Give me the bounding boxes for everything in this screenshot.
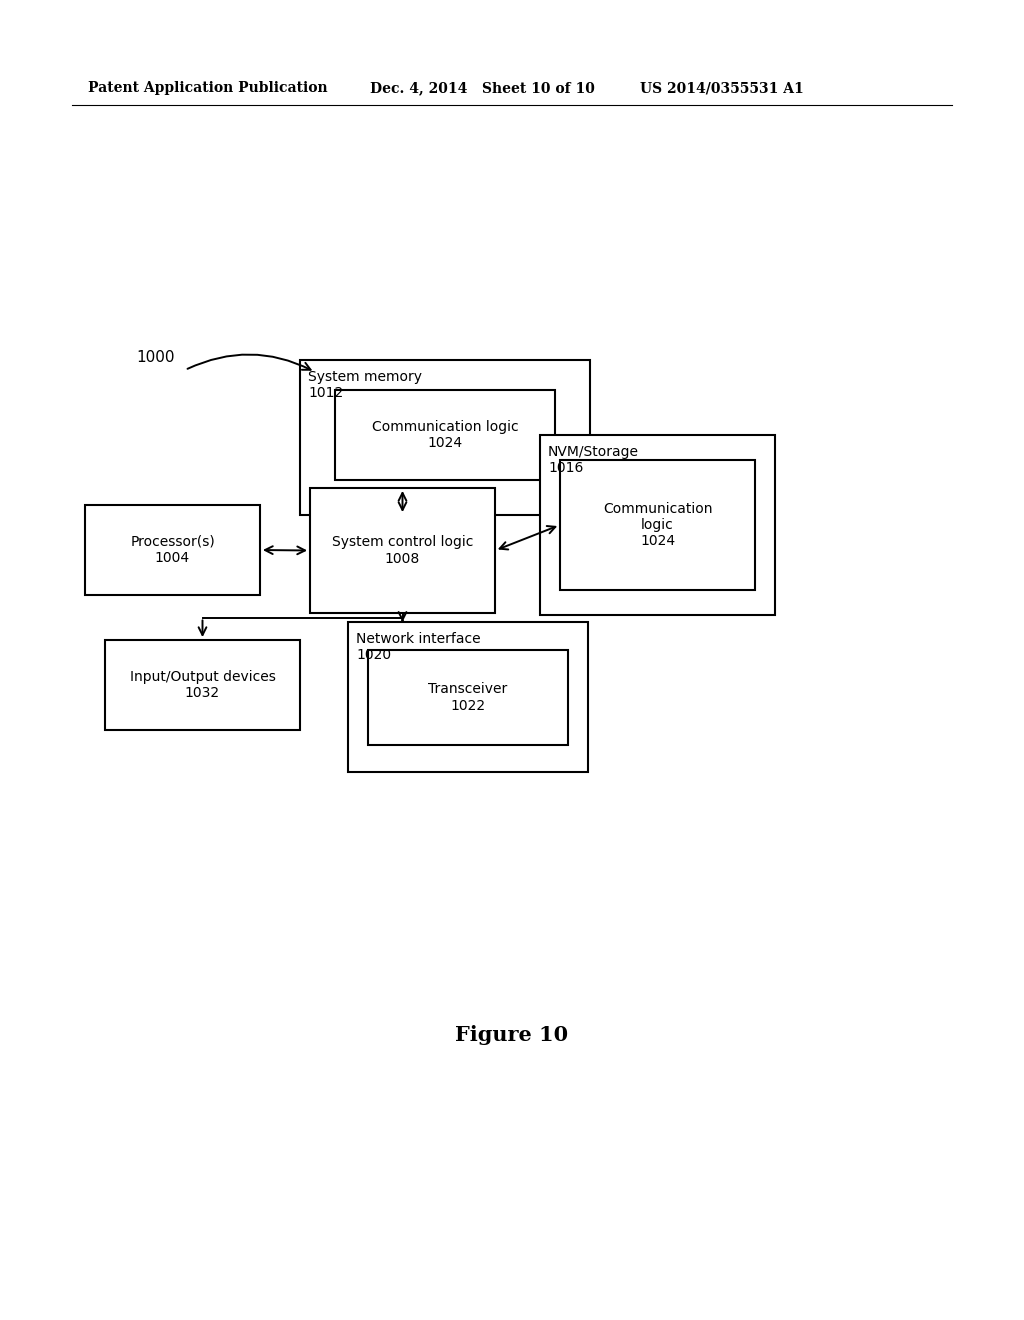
Bar: [540, 436, 775, 615]
Bar: [300, 360, 590, 515]
Text: NVM/Storage
1016: NVM/Storage 1016: [548, 445, 639, 475]
Bar: [368, 649, 568, 744]
Text: US 2014/0355531 A1: US 2014/0355531 A1: [640, 81, 804, 95]
Bar: [560, 459, 755, 590]
Text: Dec. 4, 2014   Sheet 10 of 10: Dec. 4, 2014 Sheet 10 of 10: [370, 81, 595, 95]
Text: 1000: 1000: [136, 351, 175, 366]
Text: System memory
1012: System memory 1012: [308, 370, 422, 400]
Text: Communication logic
1024: Communication logic 1024: [372, 420, 518, 450]
Text: Network interface
1020: Network interface 1020: [356, 632, 480, 663]
Bar: [105, 640, 300, 730]
Bar: [85, 506, 260, 595]
Text: Processor(s)
1004: Processor(s) 1004: [130, 535, 215, 565]
Text: Communication
logic
1024: Communication logic 1024: [603, 502, 713, 548]
Text: System control logic
1008: System control logic 1008: [332, 536, 473, 565]
Text: Patent Application Publication: Patent Application Publication: [88, 81, 328, 95]
Text: Input/Output devices
1032: Input/Output devices 1032: [130, 671, 275, 700]
Bar: [310, 488, 495, 612]
Text: Figure 10: Figure 10: [456, 1026, 568, 1045]
Bar: [348, 622, 588, 772]
Bar: [335, 389, 555, 480]
Text: Transceiver
1022: Transceiver 1022: [428, 682, 508, 713]
